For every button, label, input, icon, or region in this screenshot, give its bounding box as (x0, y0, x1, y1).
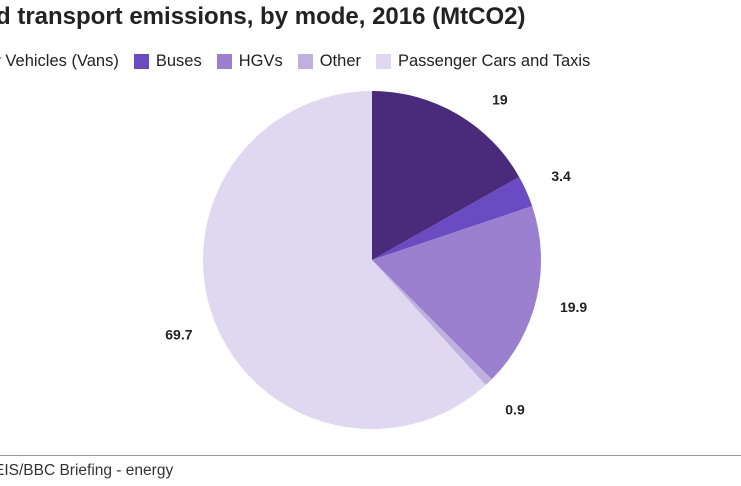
pie-label-cars: 69.7 (165, 327, 192, 343)
chart-title: d transport emissions, by mode, 2016 (Mt… (0, 3, 526, 30)
pie-slice-cars (203, 91, 486, 429)
pie-slice-buses (372, 177, 533, 260)
pie-labels: 19 3.4 19.9 0.9 69.7 (165, 91, 587, 417)
legend-item-vans: ty Vehicles (Vans) (0, 52, 119, 71)
legend-swatch-cars (376, 53, 391, 69)
pie-chart: 19 3.4 19.9 0.9 69.7 (165, 91, 587, 429)
legend-swatch-buses (133, 53, 149, 69)
legend: ty Vehicles (Vans) Buses HGVs Other Pass… (0, 50, 605, 72)
footer-divider (0, 455, 741, 456)
pie-label-hgvs: 19.9 (560, 299, 587, 315)
pie-label-vans: 19 (492, 91, 508, 107)
pie-slice-hgvs (372, 206, 542, 380)
legend-swatch-other (297, 53, 313, 69)
pie-slice-other (372, 260, 492, 386)
legend-swatch-hgvs (216, 53, 232, 69)
legend-label-cars: Passenger Cars and Taxis (398, 51, 591, 70)
legend-item-cars: Passenger Cars and Taxis (376, 52, 590, 71)
legend-item-other: Other (297, 51, 361, 71)
legend-item-hgvs: HGVs (216, 51, 283, 71)
legend-item-buses: Buses (133, 51, 202, 71)
pie-label-other: 0.9 (505, 402, 525, 418)
legend-label-vans: ty Vehicles (Vans) (0, 51, 119, 70)
pie-label-buses: 3.4 (551, 168, 571, 184)
pie-slice-vans (372, 91, 520, 260)
legend-label-hgvs: HGVs (238, 51, 283, 70)
pie-slices (203, 91, 542, 429)
legend-label-other: Other (319, 51, 361, 70)
source-note: EIS/BBC Briefing - energy (0, 462, 174, 479)
legend-label-buses: Buses (155, 51, 202, 70)
